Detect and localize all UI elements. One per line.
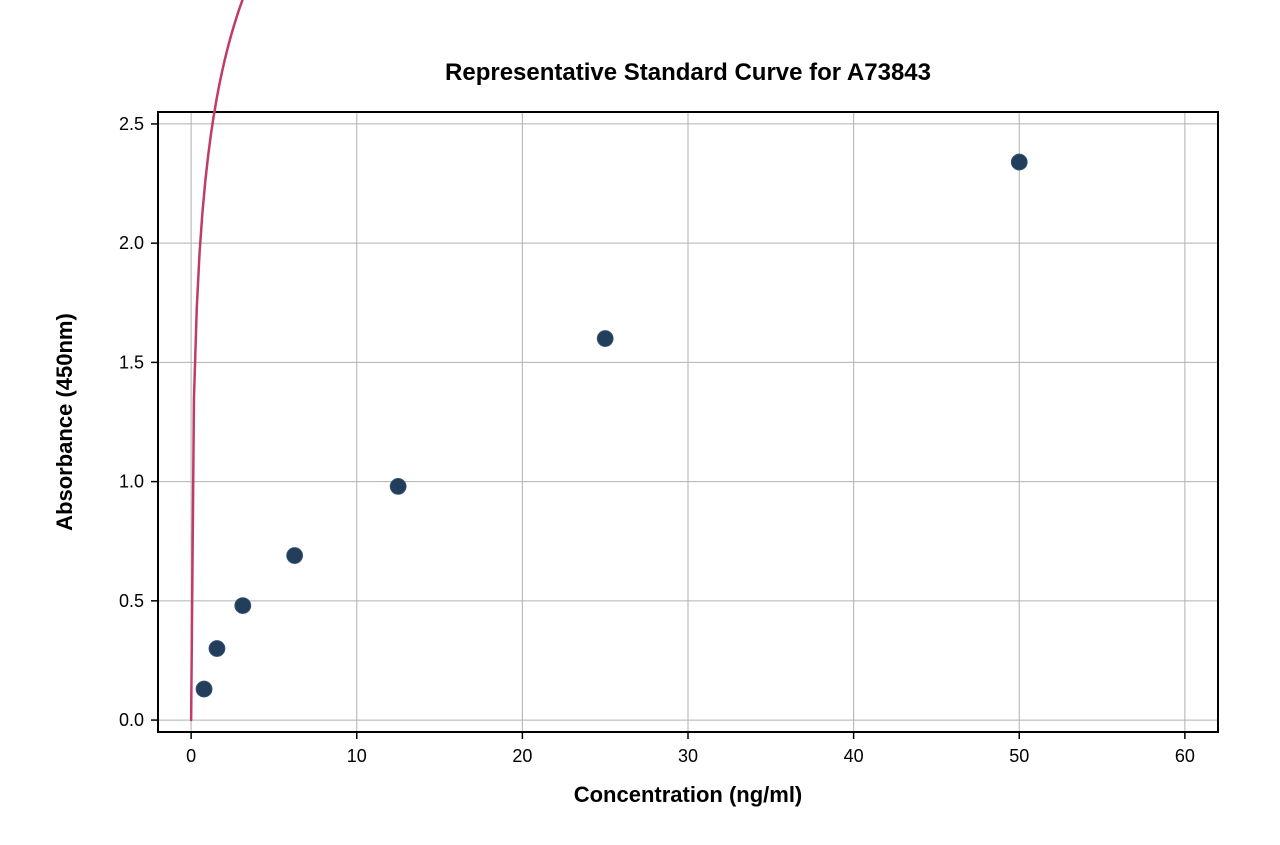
data-point xyxy=(390,478,406,494)
ytick-label: 0.0 xyxy=(119,710,144,730)
data-point xyxy=(1011,154,1027,170)
xtick-label: 10 xyxy=(347,746,367,766)
data-point xyxy=(235,598,251,614)
data-point xyxy=(287,548,303,564)
ytick-label: 0.5 xyxy=(119,591,144,611)
xtick-label: 50 xyxy=(1009,746,1029,766)
x-axis-label: Concentration (ng/ml) xyxy=(574,782,803,807)
y-axis-label: Absorbance (450nm) xyxy=(52,313,77,531)
xtick-label: 60 xyxy=(1175,746,1195,766)
standard-curve-chart: 0 10 20 30 40 50 60 0.0 0.5 1.0 1.5 2.0 2.5 Represent… xyxy=(0,0,1280,845)
ytick-label: 2.0 xyxy=(119,233,144,253)
data-point xyxy=(209,641,225,657)
xtick-label: 20 xyxy=(512,746,532,766)
data-point xyxy=(597,331,613,347)
ytick-label: 1.5 xyxy=(119,352,144,372)
chart-title: Representative Standard Curve for A73843 xyxy=(445,59,931,86)
ytick-label: 2.5 xyxy=(119,114,144,134)
chart-container: 0 10 20 30 40 50 60 0.0 0.5 1.0 1.5 2.0 2.5 Represent… xyxy=(0,0,1280,845)
xtick-label: 40 xyxy=(844,746,864,766)
xtick-label: 0 xyxy=(186,746,196,766)
ytick-label: 1.0 xyxy=(119,472,144,492)
data-point xyxy=(196,681,212,697)
xtick-label: 30 xyxy=(678,746,698,766)
